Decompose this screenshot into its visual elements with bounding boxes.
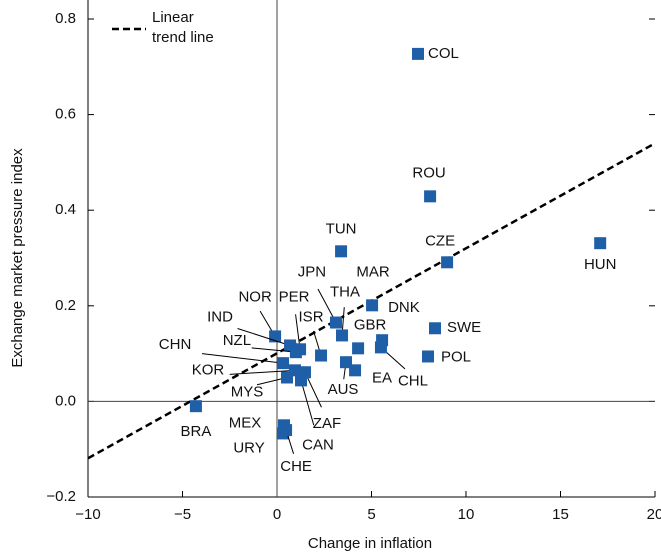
x-tick-label: 5: [367, 506, 375, 523]
y-tick-label: 0.0: [55, 392, 76, 409]
point-label: BRA: [180, 423, 211, 440]
point-label: DNK: [388, 299, 420, 316]
point: [352, 342, 365, 355]
leader-line: [229, 369, 295, 375]
leader-line: [251, 347, 296, 353]
point-label: KOR: [192, 361, 225, 378]
point-label: CZE: [425, 232, 455, 249]
point: [335, 245, 348, 258]
point: [315, 349, 328, 362]
point-label: COL: [428, 45, 459, 62]
point: [441, 256, 454, 269]
point: [277, 357, 290, 370]
point-label: MAR: [356, 263, 390, 280]
point-label: SWE: [447, 319, 481, 336]
x-tick-label: −10: [75, 506, 100, 523]
point-label: GBR: [354, 316, 387, 333]
point: [424, 190, 437, 203]
y-tick-label: 0.8: [55, 10, 76, 27]
point-label: THA: [330, 283, 360, 300]
point-label: HUN: [584, 256, 617, 273]
point: [281, 371, 294, 384]
point-label: MEX: [229, 414, 262, 431]
point: [329, 316, 342, 329]
point-label: URY: [233, 439, 264, 456]
leader-line: [237, 327, 291, 346]
x-tick-label: 10: [458, 506, 475, 523]
y-tick-label: 0.6: [55, 106, 76, 123]
x-tick-label: 15: [552, 506, 569, 523]
point-label: EA: [372, 369, 392, 386]
point: [336, 329, 349, 342]
y-tick-label: 0.2: [55, 297, 76, 314]
point-label: JPN: [298, 263, 326, 280]
point: [374, 341, 387, 354]
point-label: CAN: [302, 436, 334, 453]
point-label: NOR: [238, 288, 272, 305]
point-label: MYS: [231, 383, 264, 400]
leader-line: [300, 380, 315, 426]
legend-label: Linear trend line: [152, 9, 214, 46]
point-label: CHE: [280, 458, 312, 475]
point-label: CHL: [398, 372, 428, 389]
point: [295, 374, 308, 387]
y-axis-title: Exchange market pressure index: [9, 148, 26, 368]
point: [422, 350, 435, 363]
point-label: ZAF: [313, 415, 341, 432]
point: [366, 299, 379, 312]
point-label: NZL: [223, 332, 251, 349]
point: [594, 237, 607, 250]
x-tick-label: 20: [647, 506, 661, 523]
point: [429, 322, 442, 335]
y-tick-label: 0.4: [55, 201, 76, 218]
point: [339, 356, 352, 369]
x-tick-label: −5: [174, 506, 191, 523]
point: [411, 47, 424, 60]
y-tick-label: −0.2: [46, 488, 76, 505]
point-label: ISR: [299, 308, 324, 325]
point-label: PER: [279, 288, 310, 305]
x-axis-title: Change in inflation: [308, 535, 432, 552]
point-label: TUN: [326, 220, 357, 237]
leader-line: [201, 353, 284, 364]
point: [349, 364, 362, 377]
point: [280, 424, 293, 437]
point-label: AUS: [328, 381, 359, 398]
point-label: POL: [441, 348, 471, 365]
point-label: CHN: [159, 336, 192, 353]
point-label: ROU: [412, 164, 445, 181]
x-tick-label: 0: [273, 506, 281, 523]
point: [289, 346, 302, 359]
point: [189, 400, 202, 413]
point-label: IND: [207, 308, 233, 325]
